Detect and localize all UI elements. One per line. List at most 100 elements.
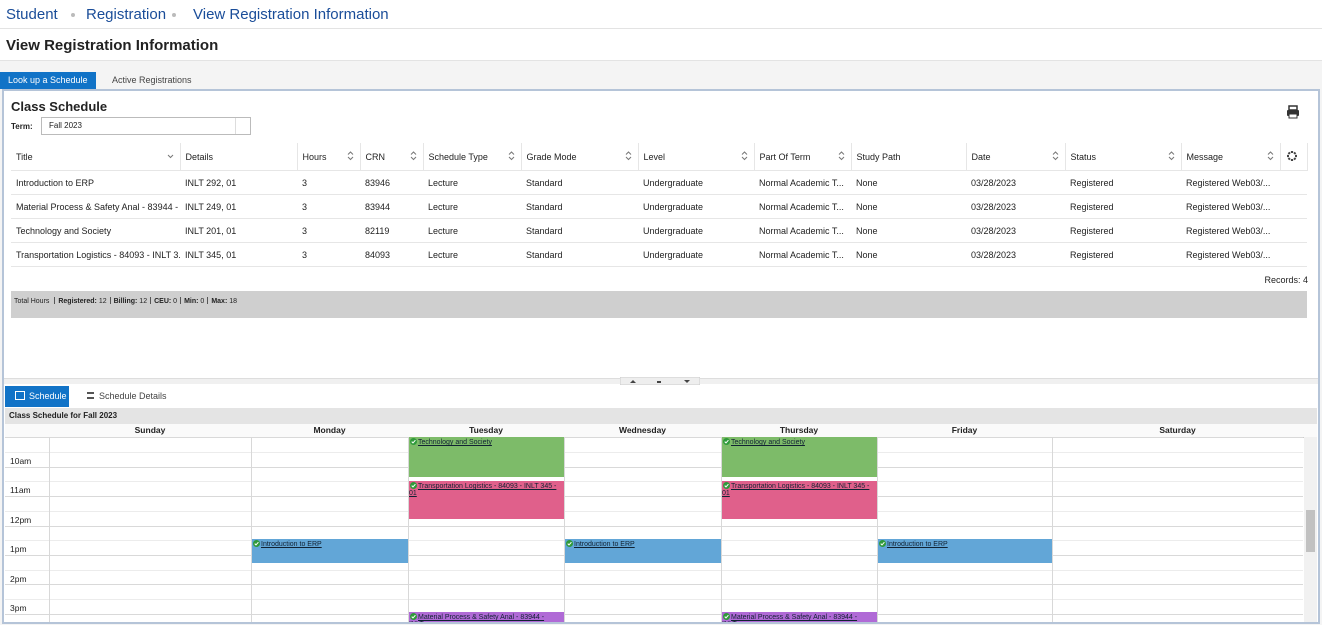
- day-header: Wednesday: [564, 425, 721, 435]
- term-select[interactable]: Fall 2023: [41, 117, 251, 135]
- cell-text: None: [856, 202, 878, 212]
- course-link[interactable]: Transportation Logistics - 84093 - INLT …: [16, 250, 180, 260]
- table-cell: Lecture: [423, 243, 521, 267]
- calendar-event[interactable]: Transportation Logistics - 84093 - INLT …: [722, 481, 877, 519]
- course-link[interactable]: Material Process & Safety Anal - 83944 -…: [16, 202, 180, 212]
- course-link[interactable]: Introduction to ERP: [16, 178, 94, 188]
- grid-line: [5, 614, 1303, 615]
- table-cell: Normal Academic T...: [754, 195, 851, 219]
- calendar-event[interactable]: Material Process & Safety Anal - 83944 -…: [722, 612, 877, 622]
- tab[interactable]: Active Registrations: [104, 72, 200, 89]
- table-cell: 3: [297, 171, 360, 195]
- time-label: 11am: [10, 485, 31, 495]
- table-cell: Registered Web03/...: [1181, 171, 1280, 195]
- scrollbar-thumb[interactable]: [1306, 510, 1315, 552]
- cell-text: 03/28/2023: [971, 226, 1016, 236]
- column-header[interactable]: Hours: [297, 143, 360, 171]
- cell-text: Normal Academic T...: [759, 202, 844, 212]
- icon: [347, 151, 354, 161]
- check-icon: [253, 540, 260, 547]
- table-cell: Undergraduate: [638, 195, 754, 219]
- cell-text: Standard: [526, 250, 563, 260]
- column-label: Hours: [303, 152, 327, 162]
- schedule-tab-active[interactable]: Schedule: [5, 386, 69, 407]
- column-header[interactable]: Study Path: [851, 143, 966, 171]
- cell-text: Undergraduate: [643, 178, 703, 188]
- column-header[interactable]: Status: [1065, 143, 1181, 171]
- grid-line: [5, 526, 1303, 527]
- schedule-tab[interactable]: Schedule Details: [87, 386, 167, 407]
- cell-text: 84093: [365, 250, 390, 260]
- table-cell: 82119: [360, 219, 423, 243]
- table-cell: 83946: [360, 171, 423, 195]
- table-cell: Standard: [521, 243, 638, 267]
- calendar-event[interactable]: Introduction to ERP: [565, 539, 721, 563]
- splitter-controls[interactable]: [620, 377, 700, 385]
- column-header[interactable]: Title: [11, 143, 180, 171]
- check-icon: [410, 438, 417, 445]
- cell-text: Registered Web03/...: [1186, 226, 1270, 236]
- calendar-event[interactable]: Material Process & Safety Anal - 83944 -…: [409, 612, 564, 622]
- icon: [741, 151, 748, 161]
- tab-active[interactable]: Look up a Schedule: [0, 72, 96, 89]
- table-cell: Registered: [1065, 171, 1181, 195]
- grid-line: [5, 452, 1303, 453]
- table-row: Transportation Logistics - 84093 - INLT …: [11, 243, 1307, 267]
- settings[interactable]: [1280, 143, 1307, 171]
- cell-text: Registered: [1070, 202, 1114, 212]
- column-label: Message: [1187, 152, 1224, 162]
- schedule-table: Title Details Hours CRNSchedule TypeGrade M…: [11, 143, 1308, 267]
- grid-vline: [877, 437, 878, 622]
- calendar-event[interactable]: Technology and Society: [722, 437, 877, 477]
- column-header[interactable]: Message: [1181, 143, 1280, 171]
- icon: [1052, 151, 1059, 161]
- grid-line: [5, 599, 1303, 600]
- calendar-event[interactable]: Technology and Society: [409, 437, 564, 477]
- column-label: Title: [16, 152, 33, 162]
- column-header[interactable]: Grade Mode: [521, 143, 638, 171]
- section-title: Class Schedule: [11, 99, 107, 114]
- cell-text: Standard: [526, 202, 563, 212]
- table-cell: 03/28/2023: [966, 219, 1065, 243]
- column-header[interactable]: Part Of Term: [754, 143, 851, 171]
- print-icon[interactable]: [1286, 105, 1300, 119]
- table-cell: 03/28/2023: [966, 171, 1065, 195]
- cell-text: None: [856, 178, 878, 188]
- calendar-event[interactable]: Introduction to ERP: [252, 539, 408, 563]
- table-cell: None: [851, 243, 966, 267]
- grid-line: [5, 584, 1303, 585]
- table-cell: Registered: [1065, 195, 1181, 219]
- icon: [508, 151, 515, 161]
- breadcrumb-link[interactable]: Student: [6, 6, 58, 23]
- totals-item-value: 0: [173, 298, 177, 305]
- calendar-event[interactable]: Introduction to ERP: [878, 539, 1052, 563]
- icon: [625, 151, 632, 161]
- check-icon: [723, 438, 730, 445]
- calendar-event[interactable]: Transportation Logistics - 84093 - INLT …: [409, 481, 564, 519]
- course-link[interactable]: Technology and Society: [16, 226, 111, 236]
- totals-bar: Total Hours Registered: 12Billing: 12CEU…: [11, 291, 1307, 318]
- column-header[interactable]: Details: [180, 143, 297, 171]
- breadcrumb-link[interactable]: Registration: [86, 6, 166, 23]
- column-header[interactable]: Level: [638, 143, 754, 171]
- table-cell: Standard: [521, 219, 638, 243]
- column-header[interactable]: Schedule Type: [423, 143, 521, 171]
- cell-text: None: [856, 250, 878, 260]
- scrollbar[interactable]: [1304, 437, 1317, 622]
- table-cell: Technology and Society: [11, 219, 180, 243]
- cell-text: 83946: [365, 178, 390, 188]
- breadcrumb-current: View Registration Information: [193, 6, 389, 23]
- check-icon: [566, 540, 573, 547]
- column-header[interactable]: Date: [966, 143, 1065, 171]
- table-cell: Registered: [1065, 219, 1181, 243]
- cell-text: None: [856, 226, 878, 236]
- table-cell: Registered: [1065, 243, 1181, 267]
- cell-text: INLT 249, 01: [185, 202, 236, 212]
- column-header[interactable]: CRN: [360, 143, 423, 171]
- table-cell: 84093: [360, 243, 423, 267]
- table-cell: Registered Web03/...: [1181, 219, 1280, 243]
- table-cell: Normal Academic T...: [754, 171, 851, 195]
- column-label: Date: [972, 152, 991, 162]
- event-title: Material Process & Safety Anal - 83944 -…: [409, 614, 544, 622]
- icon: [410, 151, 417, 161]
